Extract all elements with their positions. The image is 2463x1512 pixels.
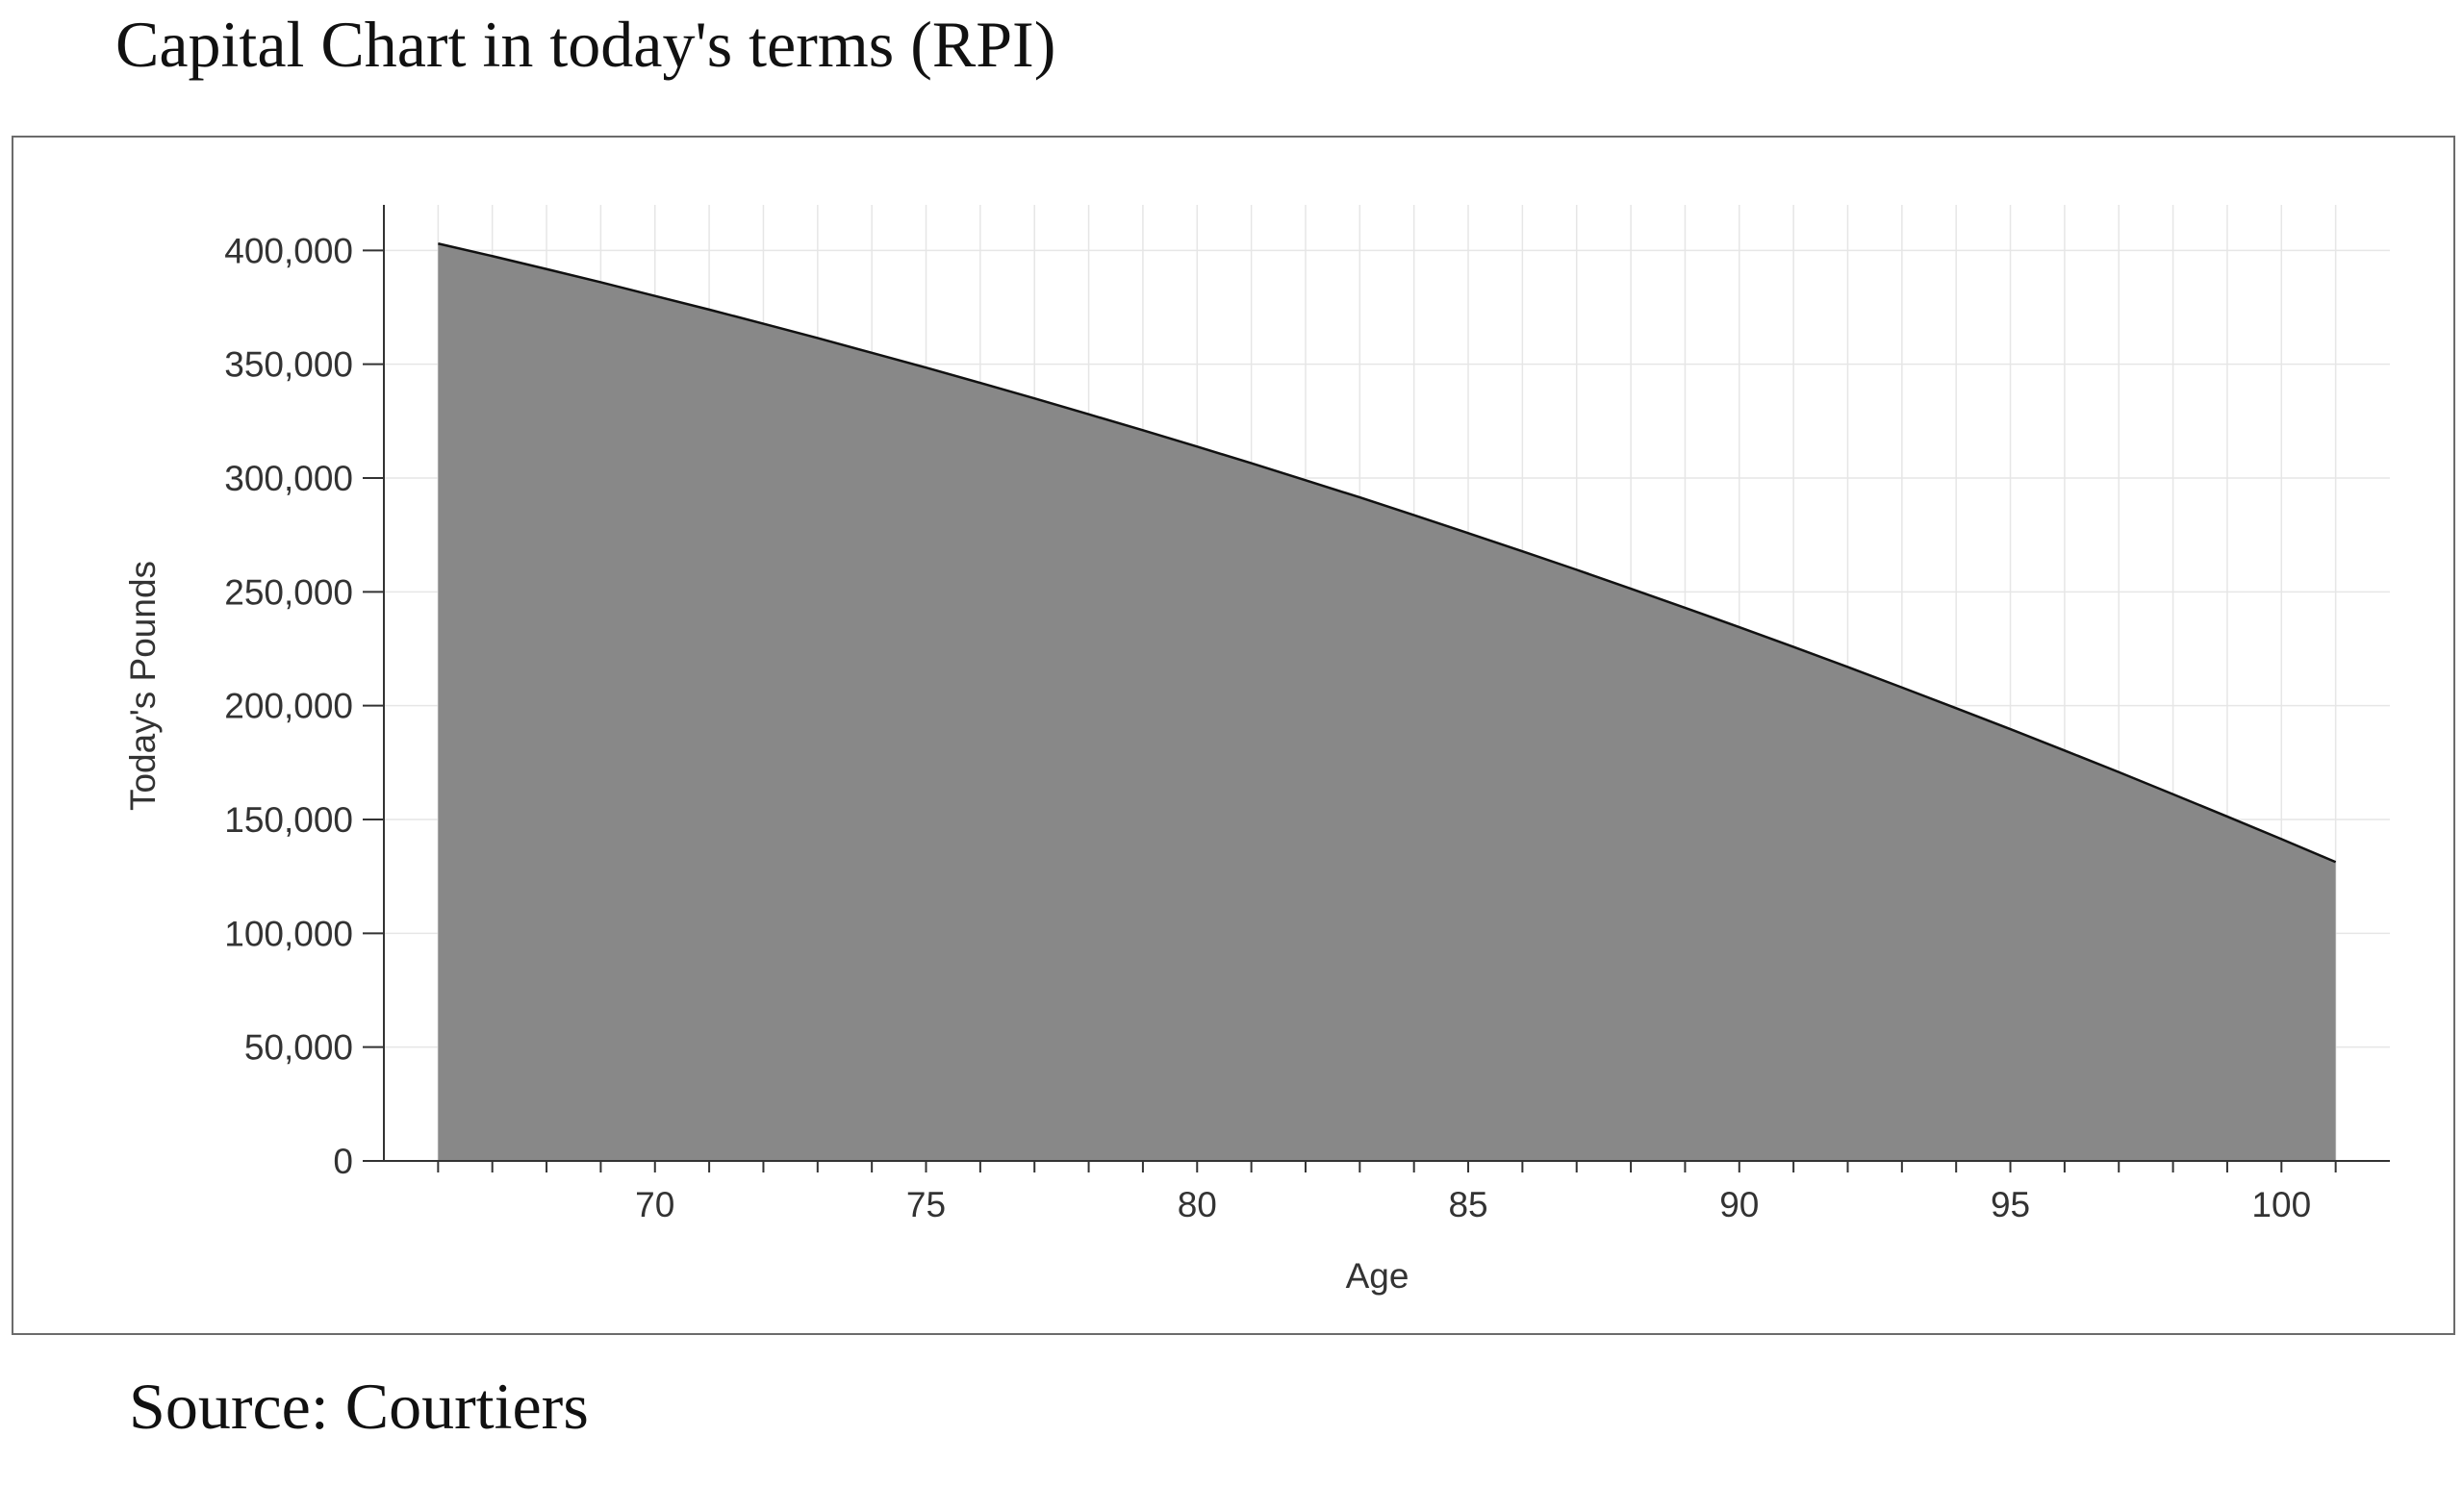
y-tick-label: 350,000 [224,345,353,385]
x-axis-title: Age [1346,1256,1409,1296]
x-tick-label: 80 [1178,1185,1217,1224]
chart-frame: 0 50,000 100,000 150,000 200,000 250,000 300,0… [12,136,2455,1335]
series-area [438,243,2336,1161]
series-line [438,242,2337,864]
area-chart: 0 50,000 100,000 150,000 200,000 250,000 300,0… [123,205,2390,1296]
source-note: Source: Courtiers [129,1370,589,1443]
x-tick-label: 70 [635,1185,674,1224]
y-tick-label: 0 [333,1142,353,1181]
x-tick-label: 100 [2251,1185,2311,1224]
y-tick-label: 400,000 [224,231,353,270]
x-tick-label: 90 [1719,1185,1759,1224]
x-tick-label: 85 [1448,1185,1487,1224]
y-tick-label: 50,000 [244,1028,353,1068]
x-tick-label: 95 [1991,1185,2030,1224]
y-tick-label: 200,000 [224,687,353,726]
y-axis-title: Today's Pounds [123,561,163,811]
y-tick-label: 250,000 [224,572,353,612]
y-tick-label: 100,000 [224,914,353,953]
y-tick-label: 150,000 [224,800,353,840]
x-tick-label: 75 [906,1185,946,1224]
chart-title: Capital Chart in today's terms (RPI) [115,8,1056,81]
y-tick-label: 300,000 [224,459,353,498]
